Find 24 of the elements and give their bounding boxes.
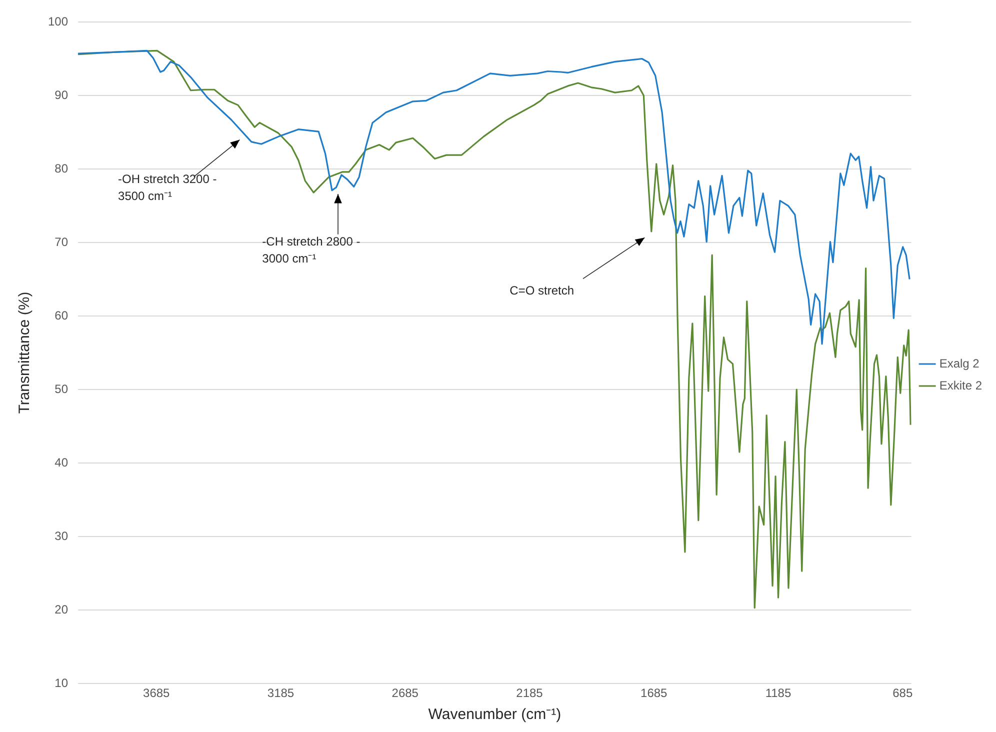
x-tick-label: 2685 — [392, 686, 419, 700]
legend-label: Exalg 2 — [939, 356, 980, 370]
y-tick-label: 80 — [54, 161, 68, 176]
y-tick-label: 50 — [54, 382, 68, 396]
annotation: -OH stretch 3200 - 3500 cm⁻¹ — [118, 172, 217, 203]
x-tick-label: 2185 — [516, 686, 544, 700]
x-tick-label: 1685 — [640, 686, 668, 700]
x-tick-label: 3685 — [143, 686, 170, 700]
x-tick-label: 3185 — [267, 686, 294, 700]
annotation: -CH stretch 2800 - 3000 cm⁻¹ — [262, 234, 360, 266]
y-tick-label: 30 — [54, 528, 68, 543]
x-tick-label: 1185 — [765, 686, 792, 700]
y-tick-label: 90 — [54, 88, 68, 102]
x-axis-title: Wavenumber (cm⁻¹) — [428, 706, 562, 724]
x-tick-label: 685 — [892, 686, 913, 700]
y-tick-label: 70 — [54, 234, 68, 249]
y-tick-label: 100 — [48, 14, 68, 28]
y-axis-title: Transmittance (%) — [16, 292, 34, 414]
annotation: C=O stretch — [510, 284, 574, 298]
y-tick-label: 20 — [54, 602, 68, 616]
y-tick-label: 10 — [54, 676, 68, 690]
y-tick-label: 60 — [54, 308, 68, 322]
legend-label: Exkite 2 — [939, 378, 982, 392]
y-tick-label: 40 — [54, 455, 68, 470]
